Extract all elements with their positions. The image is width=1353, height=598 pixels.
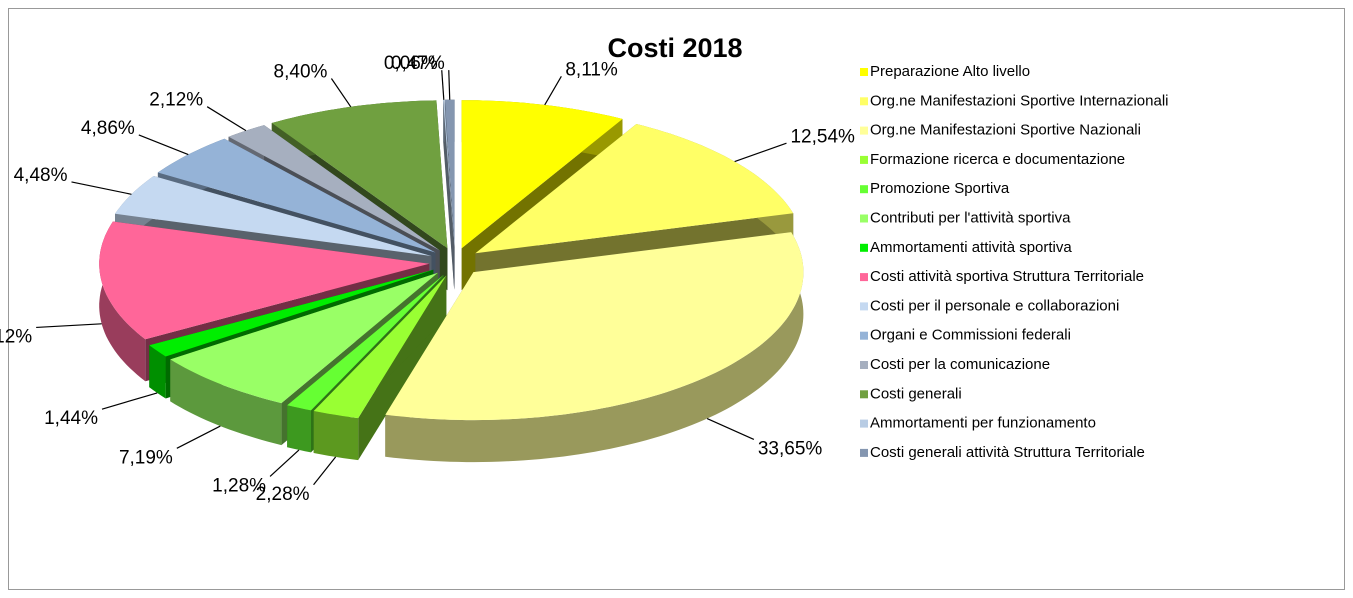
legend-label: Costi generali [870,385,962,402]
legend-label: Costi per la comunicazione [870,356,1050,373]
data-label: 13,12% [0,326,32,347]
leader-line [36,323,102,329]
data-label: 12,54% [790,126,855,147]
slice [443,99,455,248]
data-label: 1,44% [44,408,98,429]
data-label: 0,47% [391,53,445,74]
slice [157,138,436,253]
legend-label: Org.ne Manifestazioni Sportive Nazionali [870,122,1141,139]
data-label: 33,65% [758,438,823,459]
legend-swatch [860,68,868,76]
slice [475,124,794,254]
data-label: 1,28% [212,476,266,497]
slice [271,100,448,249]
legend-swatch [860,273,868,282]
legend-label: Costi generali attività Struttura Territ… [870,444,1145,461]
leader-line [544,75,562,106]
legend-swatch [860,448,868,457]
data-label: 7,19% [119,447,173,468]
slice [170,272,438,404]
leader-line [138,134,189,156]
slice [444,99,455,248]
slice-wall [313,411,359,461]
legend-label: Contributi per l'attività sportiva [870,209,1071,226]
legend-swatch [860,214,868,223]
data-label: 0,06% [384,53,438,74]
data-label: 2,28% [256,484,310,505]
legend-label: Ammortamenti per funzionamento [870,415,1096,432]
legend-label: Org.ne Manifestazioni Sportive Internazi… [870,92,1169,109]
chart-title: Costi 2018 [607,33,742,63]
legend-label: Formazione ricerca e documentazione [870,151,1125,168]
data-label: 8,11% [565,59,618,80]
slice [149,269,434,357]
data-label: 8,40% [274,62,328,83]
legend-label: Ammortamenti attività sportiva [870,239,1072,256]
legend-label: Organi e Commissioni federali [870,327,1071,344]
leader-line [441,70,445,100]
slice-wall [149,345,166,399]
leader-line [101,392,158,410]
legend-swatch [860,390,868,399]
data-label: 4,86% [81,118,135,139]
legend-swatch [860,331,868,340]
leader-line [448,70,451,100]
slice [313,275,447,419]
slice-wall [385,232,804,463]
leader-line [206,106,247,132]
legend-swatch [860,419,868,428]
slice-wall [287,405,311,453]
slice [228,125,440,251]
leader-line [313,456,337,486]
legend-label: Costi per il personale e collaborazioni [870,297,1119,314]
legend-swatch [860,126,868,135]
leader-line [269,449,300,477]
legend-label: Costi attività sportiva Struttura Territ… [870,268,1144,285]
slice [99,221,430,340]
slice-tops [99,99,804,421]
legend-label: Promozione Sportiva [870,180,1010,197]
legend-swatch [860,302,868,311]
legend-swatch [860,361,868,369]
data-label: 2,12% [149,90,203,111]
slice [287,274,444,411]
leader-line [734,142,787,163]
chart-frame [8,8,1345,590]
leader-line [706,418,755,441]
slice [385,232,804,421]
legend-swatch [860,155,868,164]
slice [461,100,623,249]
data-label: 4,48% [14,165,68,186]
legend-swatch [860,243,868,252]
legend-swatch [860,185,868,194]
legend-swatch [860,97,868,106]
legend-label: Preparazione Alto livello [870,63,1030,80]
leader-line [330,78,352,108]
leader-line [71,181,132,195]
slice-wall [170,359,282,446]
slice [115,176,432,256]
leader-line [176,425,221,449]
